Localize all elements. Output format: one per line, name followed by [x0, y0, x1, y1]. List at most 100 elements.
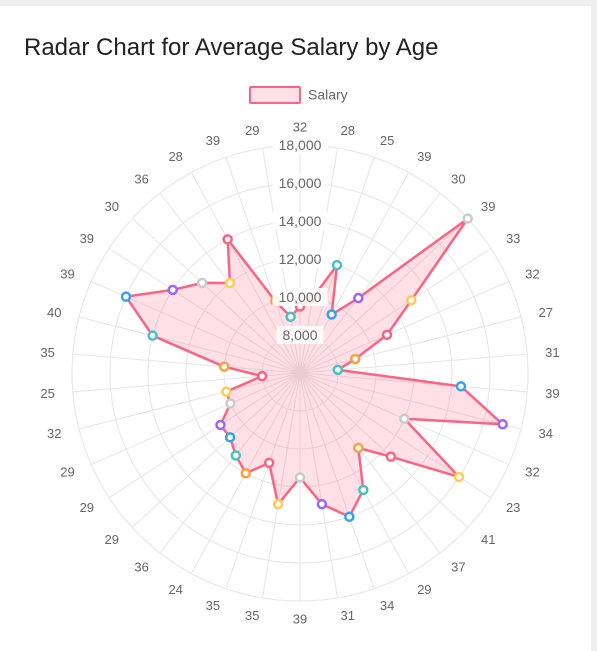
- data-point-24: [224, 432, 236, 443]
- point-label-37: 29: [245, 123, 259, 138]
- grid-spoke-26: [91, 372, 301, 466]
- radial-tick-labels: 8,000 10,000 12,000 14,000 16,000 18,000: [272, 136, 328, 344]
- grid-spoke-7: [299, 280, 509, 374]
- tick-bg-0: [276, 326, 324, 344]
- point-label-1: 28: [340, 123, 354, 138]
- data-point-7: [381, 329, 393, 341]
- point-label-2: 25: [380, 133, 394, 148]
- point-label-6: 33: [506, 231, 520, 246]
- data-point-20: [272, 498, 284, 510]
- data-point-14: [385, 451, 397, 462]
- point-label-36: 39: [206, 133, 220, 148]
- data-point-2: [331, 259, 343, 271]
- grid-spoke-30: [78, 316, 301, 374]
- grid-spoke-14: [299, 372, 469, 528]
- data-point-6: [406, 295, 417, 306]
- data-point-15: [353, 442, 364, 454]
- grid-spoke-17: [299, 372, 375, 589]
- point-label-8: 27: [538, 305, 552, 320]
- grid-spoke-8: [299, 316, 522, 374]
- tick-label-2: 12,000: [279, 251, 322, 267]
- point-label-7: 32: [525, 267, 539, 282]
- tick-label-0: 8,000: [282, 327, 317, 343]
- data-point-17: [344, 511, 355, 523]
- point-label-14: 41: [481, 532, 495, 547]
- point-label-15: 37: [451, 560, 465, 575]
- tick-label-4: 16,000: [279, 175, 322, 191]
- data-points: [120, 213, 508, 523]
- legend-swatch-salary: [249, 86, 301, 104]
- data-point-25: [215, 419, 226, 431]
- data-point-13: [453, 471, 465, 483]
- grid-spoke-24: [131, 372, 301, 528]
- point-label-22: 24: [168, 582, 182, 597]
- point-label-4: 30: [451, 171, 465, 186]
- point-label-32: 39: [80, 231, 94, 246]
- point-label-26: 29: [60, 464, 74, 479]
- point-label-30: 40: [47, 305, 61, 320]
- point-label-23: 36: [134, 560, 148, 575]
- data-point-19: [294, 472, 306, 483]
- data-point-28: [256, 370, 268, 382]
- grid-spoke-21: [225, 372, 301, 589]
- point-label-19: 39: [293, 612, 307, 627]
- data-point-31: [120, 291, 132, 302]
- data-point-23: [230, 450, 242, 461]
- tick-bg-2: [272, 250, 328, 268]
- grid-spoke-5: [299, 218, 469, 374]
- point-label-0: 32: [293, 120, 307, 135]
- point-label-17: 34: [380, 598, 394, 613]
- tick-label-1: 10,000: [279, 289, 322, 305]
- grid-spoke-23: [159, 372, 301, 554]
- tick-label-5: 18,000: [279, 137, 322, 153]
- data-point-5: [462, 213, 473, 224]
- data-point-18: [316, 498, 328, 510]
- tick-label-3: 14,000: [279, 213, 322, 229]
- data-point-11: [497, 419, 508, 430]
- point-label-10: 39: [545, 386, 559, 401]
- point-label-5: 39: [481, 199, 495, 214]
- tick-bg-4: [272, 174, 328, 192]
- point-label-29: 35: [40, 345, 54, 360]
- grid-spoke-11: [299, 372, 522, 430]
- point-label-21: 35: [206, 598, 220, 613]
- point-label-35: 28: [168, 149, 182, 164]
- grid-spoke-6: [299, 247, 492, 374]
- data-point-32: [167, 284, 179, 296]
- point-label-13: 23: [506, 500, 520, 515]
- point-label-24: 29: [105, 532, 119, 547]
- data-point-8: [350, 353, 361, 365]
- grid-spoke-33: [131, 218, 301, 374]
- tick-bg-1: [272, 288, 328, 306]
- data-point-9: [332, 364, 344, 376]
- point-label-28: 25: [40, 386, 54, 401]
- point-label-31: 39: [60, 267, 74, 282]
- data-point-34: [224, 277, 236, 289]
- data-point-33: [196, 277, 208, 289]
- data-point-29: [219, 361, 230, 372]
- point-label-12: 32: [525, 464, 539, 479]
- point-label-11: 34: [538, 426, 552, 441]
- point-label-16: 29: [417, 582, 431, 597]
- data-point-21: [263, 457, 275, 469]
- tick-bg-3: [272, 212, 328, 230]
- grid-spoke-15: [299, 372, 441, 554]
- legend[interactable]: Salary: [249, 86, 348, 104]
- data-point-37: [285, 311, 296, 323]
- data-point-3: [326, 309, 337, 320]
- point-label-20: 35: [245, 608, 259, 623]
- point-label-3: 39: [417, 149, 431, 164]
- data-point-27: [221, 386, 232, 397]
- chart-title: Radar Chart for Average Salary by Age: [24, 34, 439, 61]
- grid-spoke-27: [78, 372, 301, 430]
- grid-spoke-18: [299, 372, 339, 598]
- data-point-10: [455, 381, 467, 392]
- data-point-35: [222, 234, 233, 245]
- point-label-25: 29: [80, 500, 94, 515]
- point-label-18: 31: [340, 608, 354, 623]
- data-point-30: [147, 330, 158, 341]
- point-label-33: 30: [105, 199, 119, 214]
- tick-bg-5: [272, 136, 328, 154]
- point-label-34: 36: [134, 171, 148, 186]
